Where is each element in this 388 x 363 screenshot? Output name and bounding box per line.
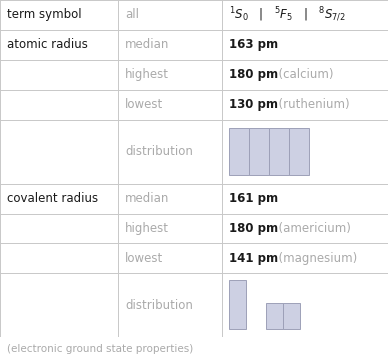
Text: lowest: lowest [125,98,163,111]
Text: lowest: lowest [125,252,163,265]
Bar [266,303,283,329]
Bar [283,303,300,329]
Text: 180 pm: 180 pm [229,68,278,81]
Text: 130 pm: 130 pm [229,98,278,111]
Bar [249,128,269,175]
Text: 141 pm: 141 pm [229,252,278,265]
Bar [289,128,309,175]
Text: distribution: distribution [125,145,193,158]
Text: (americium): (americium) [271,222,351,235]
Text: $^{1}S_{0}$   |   $^{5}F_{5}$   |   $^{8}S_{7/2}$: $^{1}S_{0}$ | $^{5}F_{5}$ | $^{8}S_{7/2}… [229,6,346,24]
Text: highest: highest [125,222,169,235]
Text: distribution: distribution [125,299,193,312]
Bar [229,280,246,329]
Text: (magnesium): (magnesium) [271,252,357,265]
Text: all: all [125,8,139,21]
Text: 163 pm: 163 pm [229,38,278,51]
Text: median: median [125,38,170,51]
Text: (ruthenium): (ruthenium) [271,98,350,111]
Bar [269,128,289,175]
Text: (calcium): (calcium) [271,68,334,81]
Bar [229,128,249,175]
Text: term symbol: term symbol [7,8,81,21]
Text: median: median [125,192,170,205]
Text: 161 pm: 161 pm [229,192,278,205]
Text: (electronic ground state properties): (electronic ground state properties) [7,344,193,354]
Text: covalent radius: covalent radius [7,192,98,205]
Text: highest: highest [125,68,169,81]
Text: atomic radius: atomic radius [7,38,88,51]
Text: 180 pm: 180 pm [229,222,278,235]
